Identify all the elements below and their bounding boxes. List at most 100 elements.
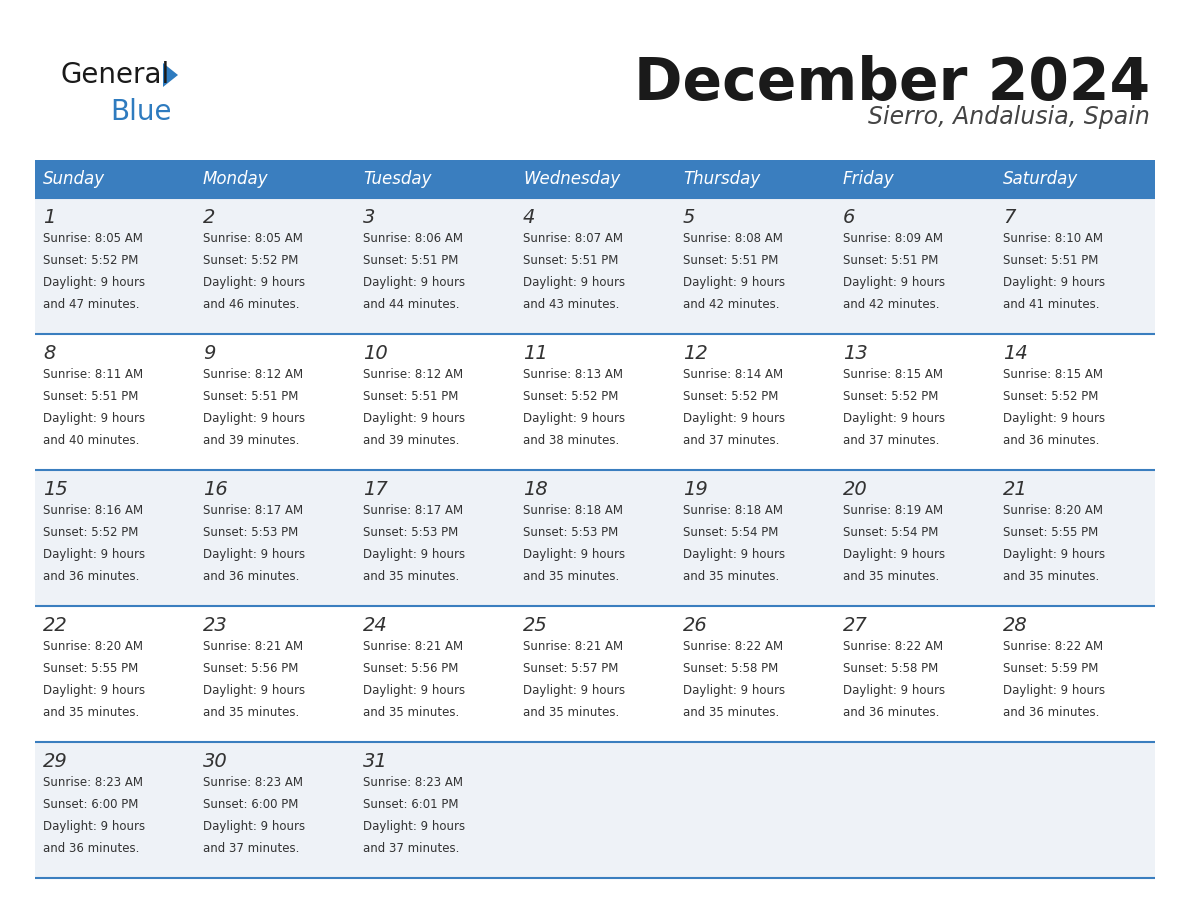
Text: Sunset: 5:51 PM: Sunset: 5:51 PM [843, 254, 939, 267]
Bar [516, 470, 675, 606]
Text: 7: 7 [1003, 208, 1016, 227]
Text: 4: 4 [523, 208, 536, 227]
Text: Sunrise: 8:20 AM: Sunrise: 8:20 AM [1003, 504, 1102, 517]
Text: 21: 21 [1003, 480, 1028, 499]
Text: and 35 minutes.: and 35 minutes. [43, 706, 139, 719]
Text: Sunset: 5:58 PM: Sunset: 5:58 PM [843, 662, 939, 675]
Text: Sunset: 5:52 PM: Sunset: 5:52 PM [43, 526, 138, 539]
Bar [34, 198, 195, 334]
Text: and 44 minutes.: and 44 minutes. [364, 298, 460, 311]
Text: 1: 1 [43, 208, 56, 227]
Text: Sunset: 5:52 PM: Sunset: 5:52 PM [203, 254, 298, 267]
Text: and 35 minutes.: and 35 minutes. [364, 706, 460, 719]
Bar [34, 606, 195, 742]
Text: Daylight: 9 hours: Daylight: 9 hours [203, 820, 305, 833]
Text: Sunrise: 8:22 AM: Sunrise: 8:22 AM [843, 640, 943, 653]
Text: Sunset: 5:56 PM: Sunset: 5:56 PM [203, 662, 298, 675]
Bar [355, 606, 516, 742]
Bar [195, 334, 355, 470]
Text: 31: 31 [364, 752, 387, 771]
Text: Daylight: 9 hours: Daylight: 9 hours [364, 684, 466, 697]
Text: Sunset: 5:52 PM: Sunset: 5:52 PM [43, 254, 138, 267]
Bar [34, 742, 195, 878]
Text: 23: 23 [203, 616, 228, 635]
Text: and 39 minutes.: and 39 minutes. [203, 434, 299, 447]
Text: Sunrise: 8:12 AM: Sunrise: 8:12 AM [364, 368, 463, 381]
Bar [195, 160, 355, 198]
Text: and 39 minutes.: and 39 minutes. [364, 434, 460, 447]
Text: Sunset: 5:51 PM: Sunset: 5:51 PM [203, 390, 298, 403]
Text: 5: 5 [683, 208, 695, 227]
Bar [675, 606, 835, 742]
Bar [355, 198, 516, 334]
Bar [835, 334, 996, 470]
Text: Sunrise: 8:05 AM: Sunrise: 8:05 AM [43, 232, 143, 245]
Text: Daylight: 9 hours: Daylight: 9 hours [364, 412, 466, 425]
Bar [34, 160, 195, 198]
Text: and 37 minutes.: and 37 minutes. [203, 842, 299, 855]
Text: and 36 minutes.: and 36 minutes. [203, 570, 299, 583]
Text: Sunrise: 8:07 AM: Sunrise: 8:07 AM [523, 232, 623, 245]
Bar [835, 606, 996, 742]
Text: Sunrise: 8:16 AM: Sunrise: 8:16 AM [43, 504, 143, 517]
Bar [195, 470, 355, 606]
Text: and 37 minutes.: and 37 minutes. [364, 842, 460, 855]
Text: Sunset: 5:51 PM: Sunset: 5:51 PM [523, 254, 619, 267]
Text: Sunrise: 8:23 AM: Sunrise: 8:23 AM [364, 776, 463, 789]
Text: Sunset: 5:51 PM: Sunset: 5:51 PM [364, 390, 459, 403]
Text: 2: 2 [203, 208, 215, 227]
Text: 6: 6 [843, 208, 855, 227]
Text: and 36 minutes.: and 36 minutes. [43, 570, 139, 583]
Text: Sunset: 5:57 PM: Sunset: 5:57 PM [523, 662, 619, 675]
Text: 27: 27 [843, 616, 867, 635]
Bar [996, 470, 1155, 606]
Text: Daylight: 9 hours: Daylight: 9 hours [843, 684, 946, 697]
Text: Sunset: 5:52 PM: Sunset: 5:52 PM [523, 390, 619, 403]
Bar [195, 606, 355, 742]
Text: and 43 minutes.: and 43 minutes. [523, 298, 619, 311]
Text: Sunrise: 8:22 AM: Sunrise: 8:22 AM [1003, 640, 1104, 653]
Text: Daylight: 9 hours: Daylight: 9 hours [683, 276, 785, 289]
Text: 12: 12 [683, 344, 708, 363]
Text: Daylight: 9 hours: Daylight: 9 hours [843, 276, 946, 289]
Text: Sunrise: 8:23 AM: Sunrise: 8:23 AM [203, 776, 303, 789]
Text: Sunrise: 8:08 AM: Sunrise: 8:08 AM [683, 232, 783, 245]
Bar [516, 606, 675, 742]
Text: Sunrise: 8:17 AM: Sunrise: 8:17 AM [203, 504, 303, 517]
Text: 14: 14 [1003, 344, 1028, 363]
Bar [675, 198, 835, 334]
Text: General: General [61, 61, 169, 89]
Text: Sunset: 5:54 PM: Sunset: 5:54 PM [843, 526, 939, 539]
Text: Daylight: 9 hours: Daylight: 9 hours [523, 684, 625, 697]
Text: 26: 26 [683, 616, 708, 635]
Text: Sunrise: 8:15 AM: Sunrise: 8:15 AM [1003, 368, 1102, 381]
Text: Sunset: 5:53 PM: Sunset: 5:53 PM [364, 526, 459, 539]
Text: Friday: Friday [843, 170, 895, 188]
Text: Blue: Blue [110, 98, 171, 126]
Text: and 46 minutes.: and 46 minutes. [203, 298, 299, 311]
Text: Sunrise: 8:06 AM: Sunrise: 8:06 AM [364, 232, 463, 245]
Text: Daylight: 9 hours: Daylight: 9 hours [1003, 412, 1105, 425]
Text: Sierro, Andalusia, Spain: Sierro, Andalusia, Spain [868, 105, 1150, 129]
Text: Daylight: 9 hours: Daylight: 9 hours [523, 276, 625, 289]
Text: Daylight: 9 hours: Daylight: 9 hours [1003, 276, 1105, 289]
Text: 15: 15 [43, 480, 68, 499]
Bar [34, 470, 195, 606]
Text: Sunset: 5:53 PM: Sunset: 5:53 PM [203, 526, 298, 539]
Text: Sunrise: 8:23 AM: Sunrise: 8:23 AM [43, 776, 143, 789]
Bar [835, 198, 996, 334]
Text: Sunrise: 8:15 AM: Sunrise: 8:15 AM [843, 368, 943, 381]
Text: Sunrise: 8:05 AM: Sunrise: 8:05 AM [203, 232, 303, 245]
Text: and 41 minutes.: and 41 minutes. [1003, 298, 1100, 311]
Text: Sunset: 5:53 PM: Sunset: 5:53 PM [523, 526, 618, 539]
Bar [675, 334, 835, 470]
Text: Daylight: 9 hours: Daylight: 9 hours [523, 548, 625, 561]
Text: 18: 18 [523, 480, 548, 499]
Text: Sunset: 5:59 PM: Sunset: 5:59 PM [1003, 662, 1099, 675]
Text: Sunrise: 8:21 AM: Sunrise: 8:21 AM [523, 640, 624, 653]
Text: and 36 minutes.: and 36 minutes. [1003, 706, 1099, 719]
Text: Tuesday: Tuesday [364, 170, 431, 188]
Text: and 36 minutes.: and 36 minutes. [43, 842, 139, 855]
Text: Daylight: 9 hours: Daylight: 9 hours [203, 276, 305, 289]
Text: Sunset: 5:51 PM: Sunset: 5:51 PM [364, 254, 459, 267]
